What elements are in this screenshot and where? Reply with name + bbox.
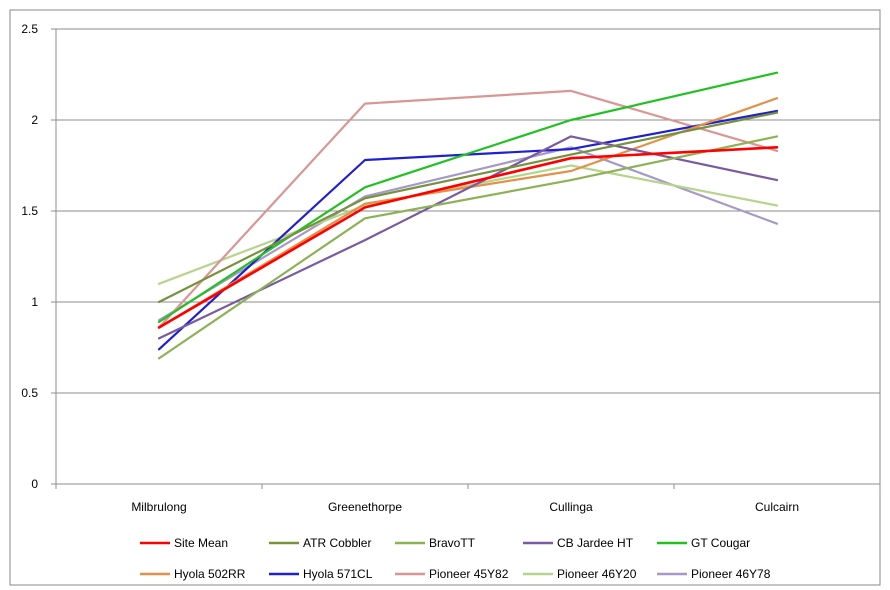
legend-label: CB Jardee HT [557, 536, 634, 550]
x-tick-label: Greenethorpe [328, 500, 402, 514]
legend-label: GT Cougar [691, 536, 750, 550]
y-tick-label: 0 [31, 477, 38, 491]
legend-label: Pioneer 46Y78 [691, 567, 771, 581]
legend: Site Mean ATR Cobbler BravoTT CB Jardee HT G… [140, 536, 771, 581]
series-line-gt-cougar [157, 71, 779, 324]
x-tick-label: Cullinga [549, 500, 593, 514]
axes: 0 0.5 1 1.5 2 2.5 Milbrulong Greenethorpe Cullin… [21, 22, 881, 514]
x-tick-label: Culcairn [755, 500, 799, 514]
y-tick-label: 0.5 [21, 386, 38, 400]
y-tick-label: 2.5 [21, 22, 38, 36]
x-tick-label: Milbrulong [131, 500, 186, 514]
series-line-pioneer-45y82 [157, 89, 779, 329]
legend-label: BravoTT [429, 536, 476, 550]
series-line-site-mean [157, 146, 779, 329]
legend-label: Hyola 571CL [303, 567, 373, 581]
y-tick-label: 2 [31, 113, 38, 127]
y-tick-label: 1.5 [21, 204, 38, 218]
series-line-pioneer-46y20 [157, 164, 779, 285]
legend-label: ATR Cobbler [303, 536, 371, 550]
legend-label: Site Mean [174, 536, 228, 550]
series-lines [157, 71, 779, 360]
legend-label: Pioneer 45Y82 [429, 567, 509, 581]
legend-label: Pioneer 46Y20 [557, 567, 637, 581]
series-line-atr-cobbler [157, 111, 779, 304]
legend-label: Hyola 502RR [174, 567, 246, 581]
y-tick-label: 1 [31, 295, 38, 309]
series-line-bravott [157, 135, 779, 360]
chart-border [9, 9, 881, 586]
